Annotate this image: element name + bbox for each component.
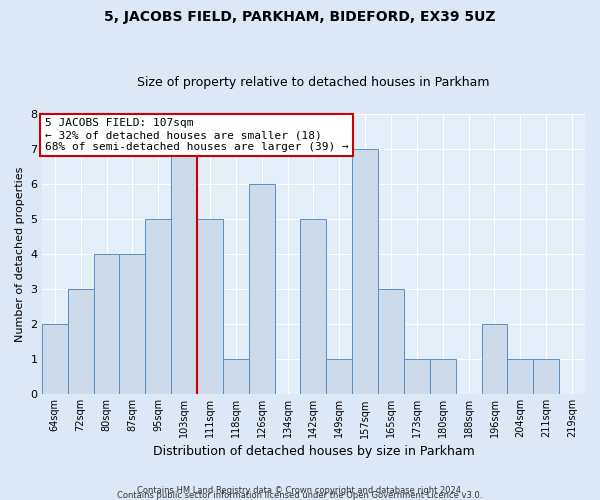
X-axis label: Distribution of detached houses by size in Parkham: Distribution of detached houses by size …: [152, 444, 474, 458]
Text: 5 JACOBS FIELD: 107sqm
← 32% of detached houses are smaller (18)
68% of semi-det: 5 JACOBS FIELD: 107sqm ← 32% of detached…: [44, 118, 349, 152]
Bar: [94, 254, 119, 394]
Bar: [119, 254, 145, 394]
Bar: [508, 359, 533, 394]
Text: 5, JACOBS FIELD, PARKHAM, BIDEFORD, EX39 5UZ: 5, JACOBS FIELD, PARKHAM, BIDEFORD, EX39…: [104, 10, 496, 24]
Bar: [249, 184, 275, 394]
Bar: [301, 219, 326, 394]
Bar: [326, 359, 352, 394]
Bar: [223, 359, 249, 394]
Bar: [197, 219, 223, 394]
Bar: [482, 324, 508, 394]
Bar: [378, 289, 404, 394]
Title: Size of property relative to detached houses in Parkham: Size of property relative to detached ho…: [137, 76, 490, 90]
Text: Contains HM Land Registry data © Crown copyright and database right 2024.: Contains HM Land Registry data © Crown c…: [137, 486, 463, 495]
Bar: [145, 219, 171, 394]
Bar: [68, 289, 94, 394]
Bar: [171, 149, 197, 394]
Bar: [404, 359, 430, 394]
Bar: [42, 324, 68, 394]
Bar: [533, 359, 559, 394]
Bar: [430, 359, 455, 394]
Y-axis label: Number of detached properties: Number of detached properties: [15, 166, 25, 342]
Text: Contains public sector information licensed under the Open Government Licence v3: Contains public sector information licen…: [118, 490, 482, 500]
Bar: [352, 149, 378, 394]
